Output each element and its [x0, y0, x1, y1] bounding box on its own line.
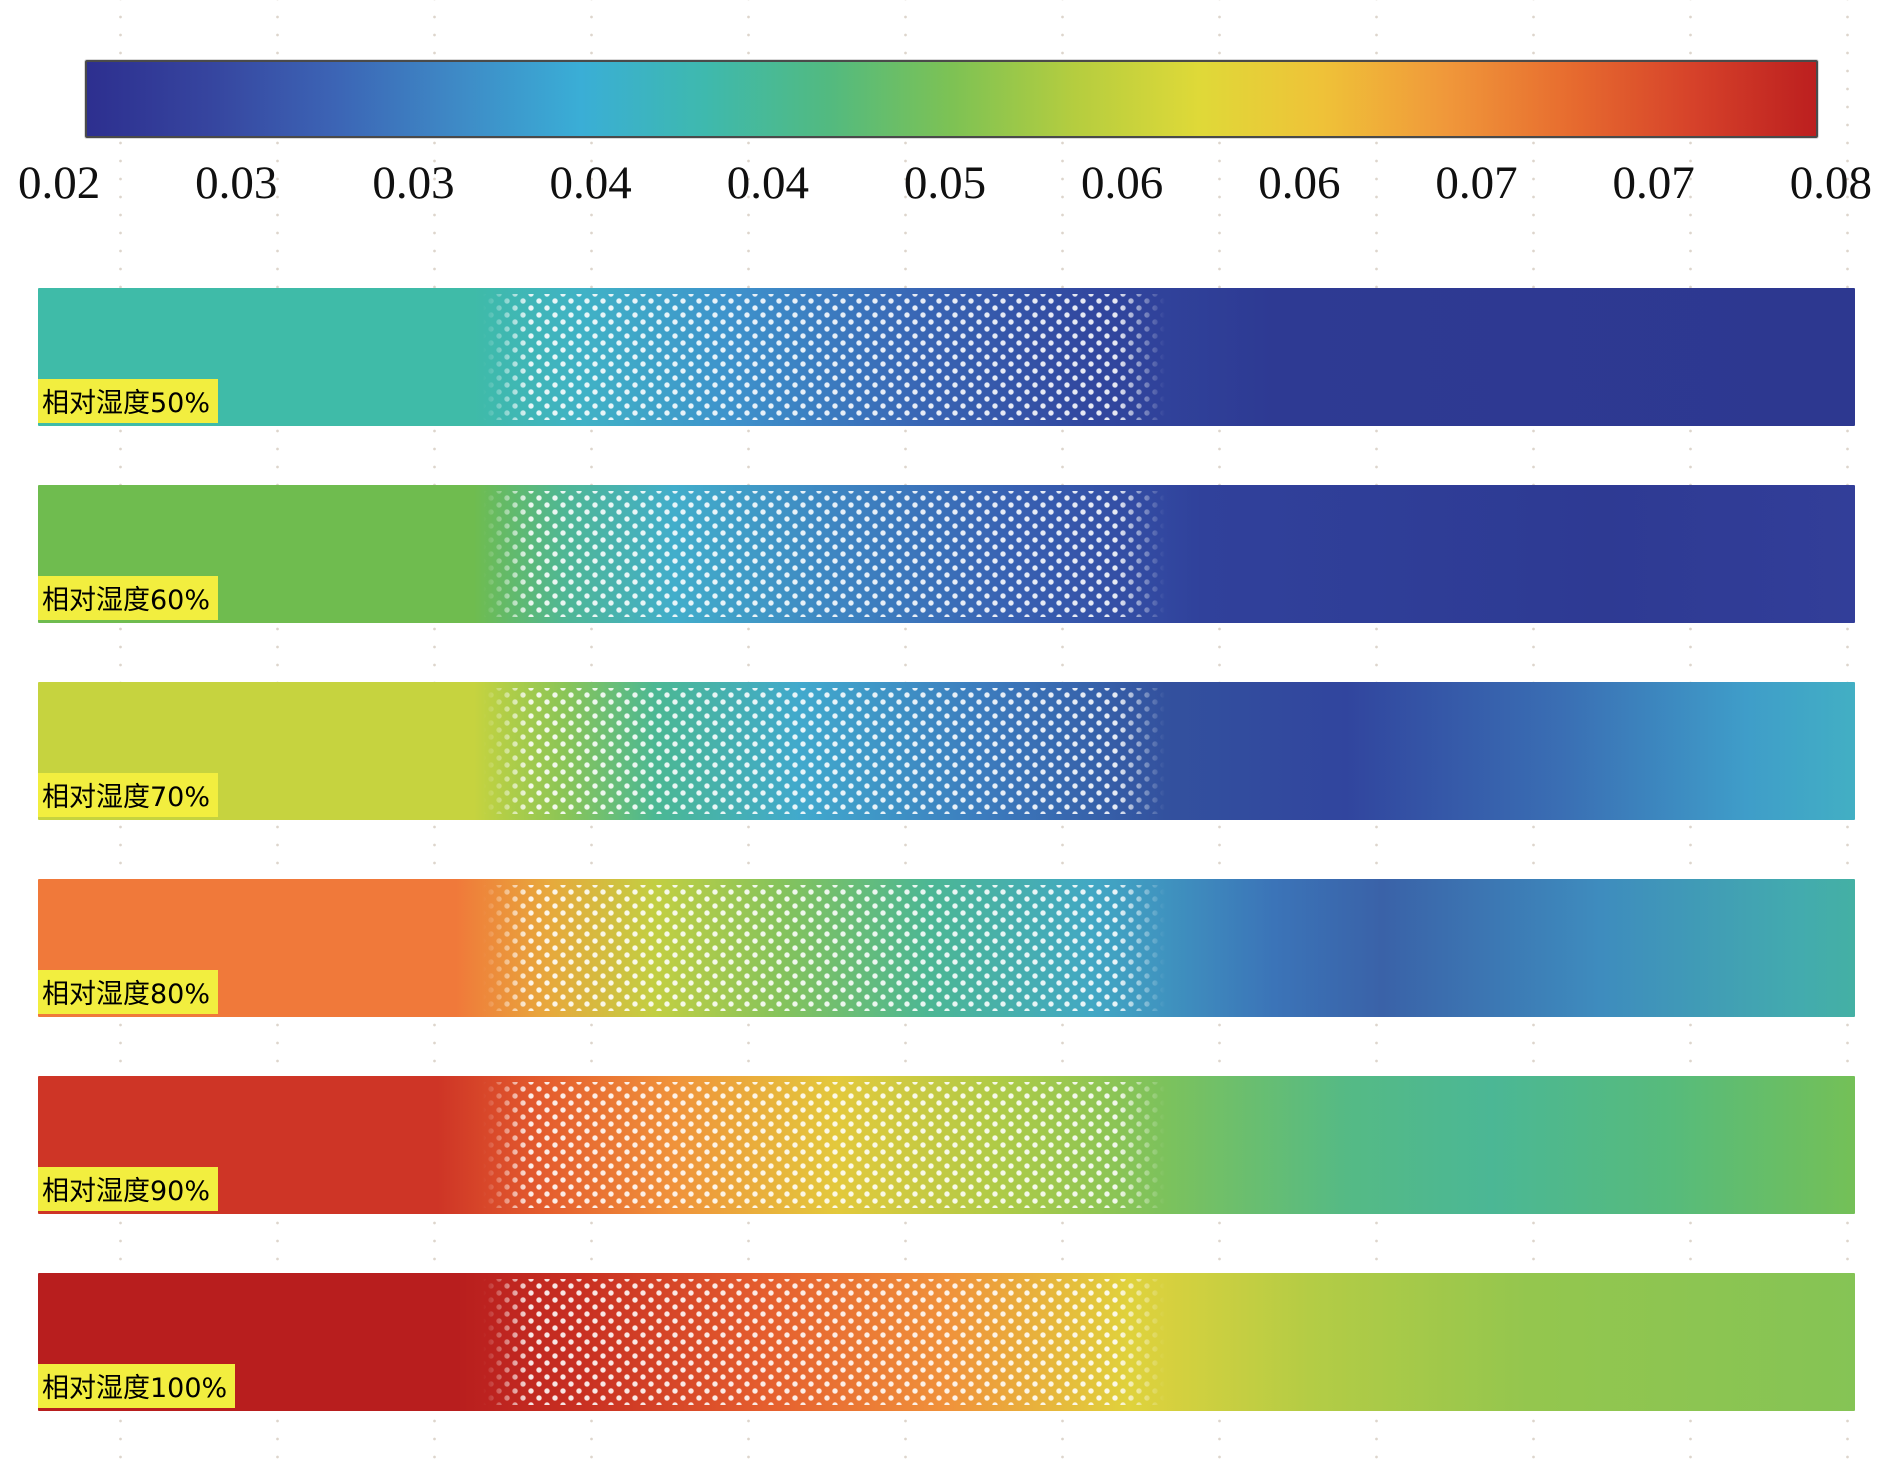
colorbar-tick-label: 0.05: [903, 157, 987, 209]
strip-row: 相对湿度50%: [38, 288, 1855, 426]
colorbar-tick-label: 0.08: [1789, 157, 1872, 209]
strip-label: 相对湿度50%: [38, 379, 219, 423]
stipple-overlay: [483, 293, 1165, 421]
strip-label: 相对湿度90%: [38, 1167, 219, 1211]
stipple-overlay: [483, 1081, 1165, 1209]
strip-label: 相对湿度100%: [38, 1364, 236, 1408]
strip-label: 相对湿度80%: [38, 970, 219, 1014]
strip-row: 相对湿度90%: [38, 1076, 1855, 1214]
stipple-overlay: [483, 884, 1165, 1012]
stipple-overlay: [483, 490, 1165, 618]
colorbar-tick-label: 0.04: [726, 157, 809, 209]
strip-plot: [38, 1076, 1855, 1214]
strip-row: 相对湿度70%: [38, 682, 1855, 820]
strip-plot: [38, 1273, 1855, 1411]
strip-plot: [38, 879, 1855, 1017]
colorbar: [85, 60, 1818, 138]
strip-row: 相对湿度60%: [38, 485, 1855, 623]
strip-label: 相对湿度70%: [38, 773, 219, 817]
strip-plot: [38, 485, 1855, 623]
colorbar-tick-label: 0.04: [549, 157, 632, 209]
strip-plot: [38, 682, 1855, 820]
strip-plot: [38, 288, 1855, 426]
strip-row: 相对湿度100%: [38, 1273, 1855, 1411]
strips: 相对湿度50% 相对湿度60% 相对湿度70% 相对湿度80% 相对湿度90% 相对湿度1…: [38, 288, 1855, 1411]
colorbar-tick-label: 0.07: [1612, 157, 1695, 209]
colorbar-gradient: [87, 62, 1816, 136]
stipple-overlay: [483, 687, 1165, 815]
colorbar-tick-label: 0.02: [18, 157, 101, 209]
colorbar-tick-label: 0.07: [1435, 157, 1518, 209]
colorbar-tick-label: 0.06: [1258, 157, 1341, 209]
strip-row: 相对湿度80%: [38, 879, 1855, 1017]
colorbar-tick-label: 0.06: [1081, 157, 1164, 209]
strip-label: 相对湿度60%: [38, 576, 219, 620]
colorbar-tick-label: 0.03: [195, 157, 278, 209]
colorbar-ticks: 0.02 0.03 0.03 0.04 0.04 0.05 0.06 0.06 0.07 0.07…: [18, 157, 1872, 210]
stipple-overlay: [483, 1278, 1165, 1406]
colorbar-tick-label: 0.03: [372, 157, 455, 209]
